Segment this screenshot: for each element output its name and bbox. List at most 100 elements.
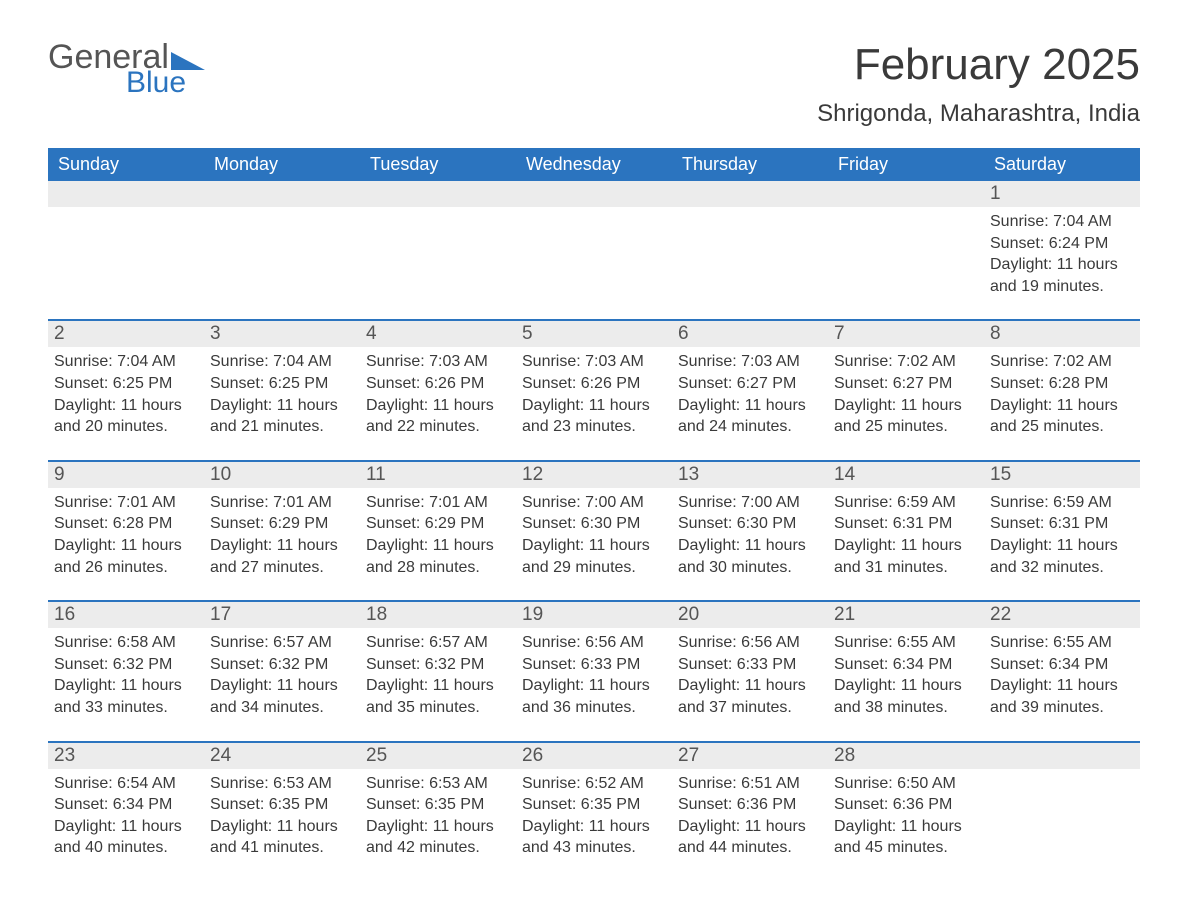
day-cell: 4Sunrise: 7:03 AMSunset: 6:26 PMDaylight… — [360, 321, 516, 441]
sunset-line: Sunset: 6:32 PM — [366, 654, 510, 676]
sunset-line: Sunset: 6:35 PM — [210, 794, 354, 816]
weekday-header-cell: Wednesday — [516, 148, 672, 181]
day-number: 20 — [672, 602, 828, 628]
header: General Blue February 2025 Shrigonda, Ma… — [48, 40, 1140, 140]
sunrise-line: Sunrise: 7:01 AM — [54, 492, 198, 514]
daylight-line: Daylight: 11 hours and 20 minutes. — [54, 395, 198, 438]
daylight-line: Daylight: 11 hours and 39 minutes. — [990, 675, 1134, 718]
daylight-line: Daylight: 11 hours and 19 minutes. — [990, 254, 1134, 297]
sunset-line: Sunset: 6:32 PM — [210, 654, 354, 676]
day-cell: 11Sunrise: 7:01 AMSunset: 6:29 PMDayligh… — [360, 462, 516, 582]
weekday-header-cell: Monday — [204, 148, 360, 181]
weekday-header-cell: Sunday — [48, 148, 204, 181]
sunrise-line: Sunrise: 7:02 AM — [990, 351, 1134, 373]
sunset-line: Sunset: 6:34 PM — [990, 654, 1134, 676]
day-number: 17 — [204, 602, 360, 628]
daylight-line: Daylight: 11 hours and 30 minutes. — [678, 535, 822, 578]
daylight-line: Daylight: 11 hours and 31 minutes. — [834, 535, 978, 578]
calendar-body: 1Sunrise: 7:04 AMSunset: 6:24 PMDaylight… — [48, 181, 1140, 863]
day-cell: 19Sunrise: 6:56 AMSunset: 6:33 PMDayligh… — [516, 602, 672, 722]
sunrise-line: Sunrise: 7:03 AM — [678, 351, 822, 373]
calendar-week-row: 16Sunrise: 6:58 AMSunset: 6:32 PMDayligh… — [48, 600, 1140, 722]
sunrise-line: Sunrise: 6:56 AM — [522, 632, 666, 654]
day-number: 12 — [516, 462, 672, 488]
location-label: Shrigonda, Maharashtra, India — [817, 100, 1140, 128]
daynum-spacer — [828, 181, 984, 207]
day-cell: 12Sunrise: 7:00 AMSunset: 6:30 PMDayligh… — [516, 462, 672, 582]
sunset-line: Sunset: 6:36 PM — [678, 794, 822, 816]
daylight-line: Daylight: 11 hours and 45 minutes. — [834, 816, 978, 859]
day-cell: 3Sunrise: 7:04 AMSunset: 6:25 PMDaylight… — [204, 321, 360, 441]
day-number: 14 — [828, 462, 984, 488]
sunset-line: Sunset: 6:31 PM — [990, 513, 1134, 535]
daylight-line: Daylight: 11 hours and 42 minutes. — [366, 816, 510, 859]
day-cell: 21Sunrise: 6:55 AMSunset: 6:34 PMDayligh… — [828, 602, 984, 722]
daylight-line: Daylight: 11 hours and 44 minutes. — [678, 816, 822, 859]
day-number: 27 — [672, 743, 828, 769]
sunset-line: Sunset: 6:30 PM — [678, 513, 822, 535]
daylight-line: Daylight: 11 hours and 27 minutes. — [210, 535, 354, 578]
sunset-line: Sunset: 6:28 PM — [990, 373, 1134, 395]
daylight-line: Daylight: 11 hours and 25 minutes. — [834, 395, 978, 438]
sunset-line: Sunset: 6:29 PM — [210, 513, 354, 535]
sunrise-line: Sunrise: 7:02 AM — [834, 351, 978, 373]
sunset-line: Sunset: 6:32 PM — [54, 654, 198, 676]
empty-cell — [48, 181, 204, 301]
daylight-line: Daylight: 11 hours and 28 minutes. — [366, 535, 510, 578]
empty-cell: . — [984, 743, 1140, 863]
sunset-line: Sunset: 6:29 PM — [366, 513, 510, 535]
sunrise-line: Sunrise: 7:04 AM — [54, 351, 198, 373]
calendar-week-row: 23Sunrise: 6:54 AMSunset: 6:34 PMDayligh… — [48, 741, 1140, 863]
sunrise-line: Sunrise: 6:50 AM — [834, 773, 978, 795]
day-cell: 22Sunrise: 6:55 AMSunset: 6:34 PMDayligh… — [984, 602, 1140, 722]
daylight-line: Daylight: 11 hours and 35 minutes. — [366, 675, 510, 718]
daylight-line: Daylight: 11 hours and 34 minutes. — [210, 675, 354, 718]
sunrise-line: Sunrise: 6:56 AM — [678, 632, 822, 654]
sunset-line: Sunset: 6:27 PM — [834, 373, 978, 395]
day-cell: 8Sunrise: 7:02 AMSunset: 6:28 PMDaylight… — [984, 321, 1140, 441]
day-number: 4 — [360, 321, 516, 347]
sunset-line: Sunset: 6:34 PM — [54, 794, 198, 816]
day-cell: 6Sunrise: 7:03 AMSunset: 6:27 PMDaylight… — [672, 321, 828, 441]
weekday-header-cell: Saturday — [984, 148, 1140, 181]
sunrise-line: Sunrise: 6:57 AM — [210, 632, 354, 654]
daylight-line: Daylight: 11 hours and 43 minutes. — [522, 816, 666, 859]
day-number: 10 — [204, 462, 360, 488]
daynum-spacer — [204, 181, 360, 207]
sunrise-line: Sunrise: 6:58 AM — [54, 632, 198, 654]
weekday-header-cell: Tuesday — [360, 148, 516, 181]
day-cell: 18Sunrise: 6:57 AMSunset: 6:32 PMDayligh… — [360, 602, 516, 722]
daylight-line: Daylight: 11 hours and 36 minutes. — [522, 675, 666, 718]
day-number: 13 — [672, 462, 828, 488]
sunrise-line: Sunrise: 7:00 AM — [522, 492, 666, 514]
day-cell: 10 Sunrise: 7:01 AMSunset: 6:29 PMDayligh… — [204, 462, 360, 582]
day-number: 3 — [204, 321, 360, 347]
daylight-line: Daylight: 11 hours and 38 minutes. — [834, 675, 978, 718]
day-number: 1 — [984, 181, 1140, 207]
sunset-line: Sunset: 6:35 PM — [366, 794, 510, 816]
day-cell: 26Sunrise: 6:52 AMSunset: 6:35 PMDayligh… — [516, 743, 672, 863]
daylight-line: Daylight: 11 hours and 40 minutes. — [54, 816, 198, 859]
daylight-line: Daylight: 11 hours and 26 minutes. — [54, 535, 198, 578]
brand-word2: Blue — [126, 68, 205, 98]
sunset-line: Sunset: 6:33 PM — [522, 654, 666, 676]
sunrise-line: Sunrise: 6:59 AM — [990, 492, 1134, 514]
day-number: 26 — [516, 743, 672, 769]
day-number: 16 — [48, 602, 204, 628]
empty-cell — [828, 181, 984, 301]
day-cell: 9Sunrise: 7:01 AMSunset: 6:28 PMDaylight… — [48, 462, 204, 582]
day-number: 5 — [516, 321, 672, 347]
sunrise-line: Sunrise: 6:54 AM — [54, 773, 198, 795]
daylight-line: Daylight: 11 hours and 21 minutes. — [210, 395, 354, 438]
sunrise-line: Sunrise: 6:53 AM — [210, 773, 354, 795]
daylight-line: Daylight: 11 hours and 24 minutes. — [678, 395, 822, 438]
daylight-line: Daylight: 11 hours and 22 minutes. — [366, 395, 510, 438]
sunset-line: Sunset: 6:25 PM — [54, 373, 198, 395]
sunrise-line: Sunrise: 7:01 AM — [210, 492, 354, 514]
day-cell: 27Sunrise: 6:51 AMSunset: 6:36 PMDayligh… — [672, 743, 828, 863]
sunrise-line: Sunrise: 7:00 AM — [678, 492, 822, 514]
empty-cell — [360, 181, 516, 301]
day-number: 24 — [204, 743, 360, 769]
day-number: 22 — [984, 602, 1140, 628]
sunrise-line: Sunrise: 6:57 AM — [366, 632, 510, 654]
